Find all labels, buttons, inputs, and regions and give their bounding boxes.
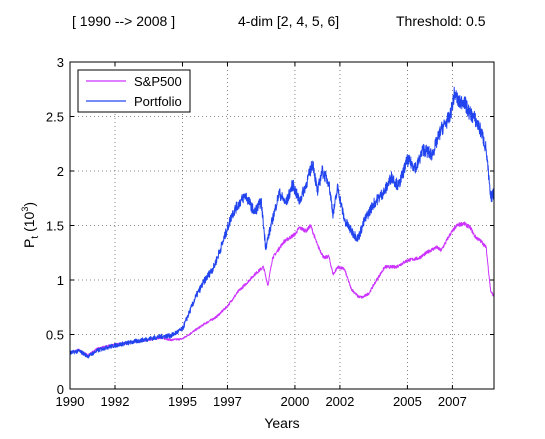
series-layer [69,86,495,359]
x-tick-label: 2007 [438,394,467,409]
title-dim: 4-dim [2, 4, 5, 6] [238,13,339,29]
y-axis-title-main: P [21,239,37,248]
y-tick-label: 1 [57,273,64,288]
grid [70,62,494,389]
legend: S&P500 Portfolio [77,69,191,113]
y-tick-labels: 0 0.5 1 1.5 2 2.5 3 [46,55,64,397]
x-tick-label: 1997 [213,394,242,409]
y-tick-label: 0 [57,382,64,397]
y-tick-label: 0.5 [46,328,64,343]
x-tick-labels: 1990 1992 1995 1997 2000 2002 2005 2007 [56,394,467,409]
title-range: [ 1990 --> 2008 ] [72,13,175,29]
x-tick-label: 2000 [280,394,309,409]
legend-label-sp500: S&P500 [134,74,182,89]
x-axis-title: Years [264,415,299,431]
y-axis-title-sub: t [30,236,41,239]
y-axis-title-close: ) [21,202,37,207]
x-tick-label: 2002 [325,394,354,409]
legend-box [77,69,191,113]
y-axis-title-unit: (10 [21,211,37,231]
y-tick-label: 2 [57,164,64,179]
ticks [69,61,494,390]
x-tick-label: 1990 [56,394,85,409]
y-axis-title: Pt (103) [20,202,41,248]
x-tick-label: 1995 [168,394,197,409]
y-tick-label: 2.5 [46,110,64,125]
series-line-1 [69,86,495,359]
x-tick-label: 2005 [393,394,422,409]
y-tick-label: 3 [57,55,64,70]
y-tick-label: 1.5 [46,219,64,234]
x-tick-label: 1992 [101,394,130,409]
legend-label-portfolio: Portfolio [134,94,182,109]
title-threshold: Threshold: 0.5 [396,13,486,29]
y-axis-title-exp: 3 [20,207,30,212]
